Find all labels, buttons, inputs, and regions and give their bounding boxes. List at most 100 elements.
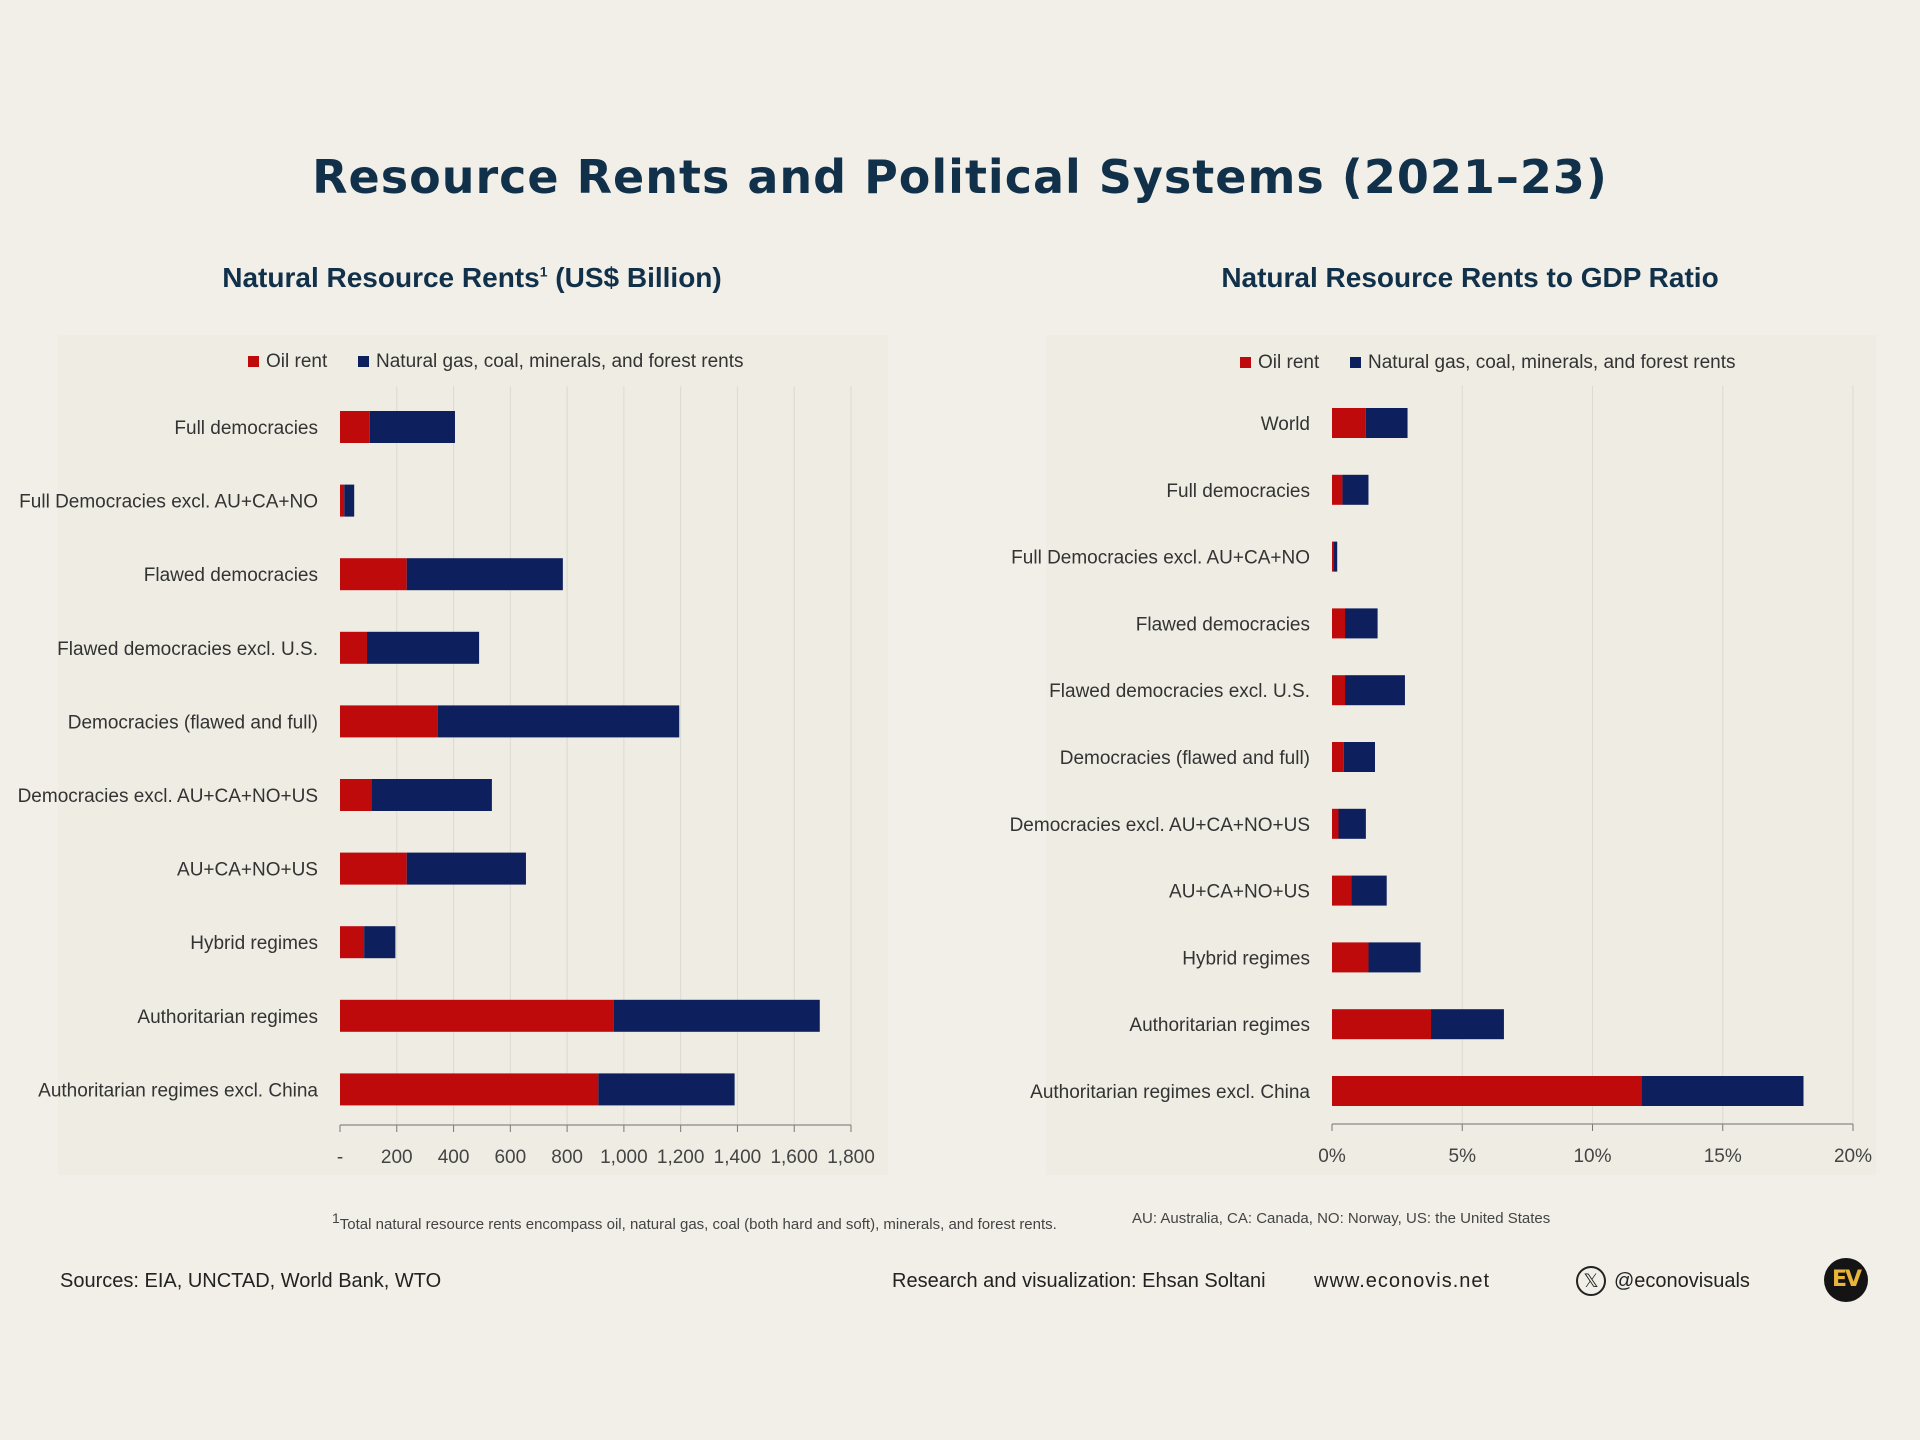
ev-logo-icon: EV	[1824, 1258, 1868, 1302]
left-bar-other	[406, 558, 563, 591]
right-bar-oil	[1332, 742, 1344, 772]
left-bar-oil	[340, 484, 345, 517]
right-bar-oil	[1332, 541, 1334, 572]
right-category-label: Hybrid regimes	[1182, 948, 1310, 969]
right-tick-label: 15%	[1704, 1146, 1742, 1167]
right-legend-label-oil: Oil rent	[1258, 352, 1320, 373]
left-bar-oil	[340, 705, 438, 738]
left-bar-other	[364, 926, 396, 959]
left-bar-other	[598, 1073, 735, 1106]
right-tick-label: 0%	[1318, 1146, 1346, 1167]
left-bar-other	[437, 705, 680, 738]
left-tick-label: 200	[381, 1147, 413, 1168]
right-bar-other	[1430, 1009, 1504, 1040]
left-category-label: Democracies (flawed and full)	[68, 712, 318, 733]
left-bar-other	[344, 484, 355, 517]
left-category-label: Hybrid regimes	[190, 933, 318, 954]
left-legend-swatch-oil	[248, 356, 259, 367]
right-category-label: Full democracies	[1166, 481, 1310, 502]
right-bar-other	[1343, 742, 1375, 772]
left-legend-label-oil: Oil rent	[266, 351, 328, 372]
x-logo-icon[interactable]: 𝕏	[1576, 1266, 1606, 1296]
right-bar-oil	[1332, 474, 1343, 505]
page-title: Resource Rents and Political Systems (20…	[312, 150, 1608, 204]
footnote-definition: 1Total natural resource rents encompass …	[332, 1210, 1057, 1233]
credit-text: Research and visualization: Ehsan Soltan…	[892, 1270, 1266, 1292]
right-legend-swatch-other	[1350, 357, 1361, 368]
social-handle[interactable]: @econovisuals	[1614, 1270, 1750, 1292]
left-bar-other	[406, 852, 526, 885]
left-bar-oil	[340, 411, 370, 443]
left-bar-oil	[340, 1073, 599, 1106]
left-category-label: Flawed democracies excl. U.S.	[57, 639, 318, 660]
right-bar-other	[1365, 408, 1408, 438]
left-bar-other	[613, 999, 820, 1032]
left-tick-label: 1,000	[600, 1147, 648, 1168]
right-category-label: Full Democracies excl. AU+CA+NO	[1011, 548, 1310, 569]
left-bar-oil	[340, 926, 365, 959]
right-bar-other	[1333, 541, 1338, 572]
left-tick-label: -	[337, 1147, 343, 1168]
right-category-label: Flawed democracies	[1136, 614, 1310, 635]
left-bar-other	[366, 631, 480, 664]
right-bar-oil	[1332, 875, 1352, 906]
left-bar-oil	[340, 999, 614, 1032]
left-category-label: AU+CA+NO+US	[177, 860, 318, 881]
footnote-abbreviations: AU: Australia, CA: Canada, NO: Norway, U…	[1132, 1210, 1551, 1227]
left-category-label: Authoritarian regimes	[137, 1007, 318, 1028]
right-bar-oil	[1332, 608, 1346, 639]
left-tick-label: 1,200	[657, 1147, 705, 1168]
right-bar-other	[1368, 942, 1421, 973]
right-bar-other	[1641, 1076, 1804, 1106]
right-bar-oil	[1332, 808, 1339, 839]
left-category-label: Full democracies	[174, 418, 318, 439]
right-category-label: AU+CA+NO+US	[1169, 882, 1310, 903]
right-legend-swatch-oil	[1240, 357, 1251, 368]
right-bar-other	[1351, 875, 1387, 906]
right-tick-label: 5%	[1449, 1146, 1477, 1167]
right-bar-other	[1342, 474, 1369, 505]
left-legend-label-other: Natural gas, coal, minerals, and forest …	[376, 351, 744, 372]
left-bar-oil	[340, 631, 367, 664]
right-bar-oil	[1332, 675, 1346, 706]
right-category-label: Authoritarian regimes	[1129, 1015, 1310, 1036]
right-bar-oil	[1332, 1076, 1642, 1106]
right-category-label: World	[1261, 414, 1310, 435]
left-chart-title: Natural Resource Rents1 (US$ Billion)	[222, 262, 722, 293]
left-category-label: Democracies excl. AU+CA+NO+US	[18, 786, 318, 807]
right-bar-other	[1345, 608, 1378, 639]
left-category-label: Flawed democracies	[144, 565, 318, 586]
left-tick-label: 800	[551, 1147, 583, 1168]
left-tick-label: 1,600	[770, 1147, 818, 1168]
left-chart-panel	[58, 335, 888, 1175]
left-bar-other	[371, 779, 492, 811]
left-bar-oil	[340, 779, 372, 811]
left-category-label: Full Democracies excl. AU+CA+NO	[19, 492, 318, 513]
right-bar-oil	[1332, 942, 1369, 973]
sources-text: Sources: EIA, UNCTAD, World Bank, WTO	[60, 1270, 442, 1292]
left-bar-oil	[340, 558, 407, 591]
right-tick-label: 10%	[1573, 1146, 1611, 1167]
right-category-label: Authoritarian regimes excl. China	[1030, 1082, 1310, 1103]
right-tick-label: 20%	[1834, 1146, 1872, 1167]
right-legend-label-other: Natural gas, coal, minerals, and forest …	[1368, 352, 1736, 373]
left-tick-label: 1,400	[714, 1147, 762, 1168]
left-bar-other	[369, 411, 455, 443]
right-chart-title: Natural Resource Rents to GDP Ratio	[1221, 262, 1719, 293]
right-category-label: Democracies excl. AU+CA+NO+US	[1010, 815, 1310, 836]
right-bar-oil	[1332, 408, 1366, 438]
left-tick-label: 400	[438, 1147, 470, 1168]
left-category-label: Authoritarian regimes excl. China	[38, 1080, 318, 1101]
right-bar-other	[1338, 808, 1366, 839]
right-bar-other	[1345, 675, 1405, 706]
right-bar-oil	[1332, 1009, 1431, 1040]
right-category-label: Flawed democracies excl. U.S.	[1049, 681, 1310, 702]
left-tick-label: 600	[494, 1147, 526, 1168]
website-link[interactable]: www.econovis.net	[1314, 1270, 1491, 1292]
left-tick-label: 1,800	[827, 1147, 875, 1168]
right-category-label: Democracies (flawed and full)	[1060, 748, 1310, 769]
left-legend-swatch-other	[358, 356, 369, 367]
left-bar-oil	[340, 852, 407, 885]
